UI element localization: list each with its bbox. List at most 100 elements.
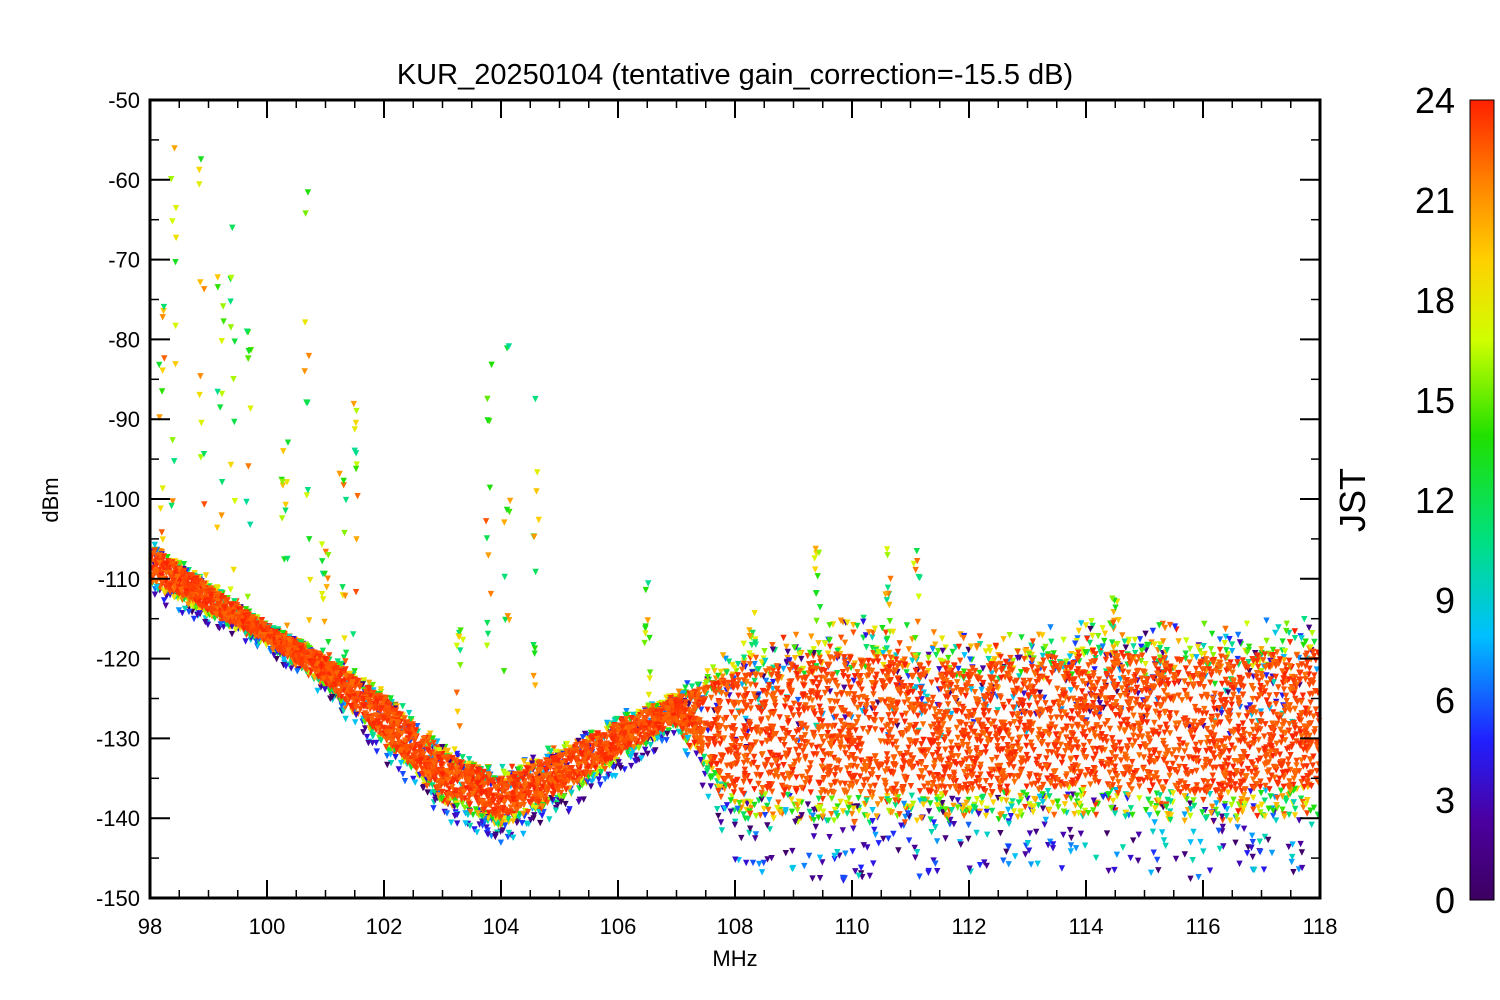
data-point bbox=[365, 739, 372, 747]
data-point bbox=[850, 825, 857, 832]
data-point bbox=[280, 656, 288, 663]
data-point bbox=[466, 756, 473, 763]
data-point bbox=[1157, 641, 1164, 648]
data-point bbox=[1095, 644, 1103, 652]
data-point bbox=[1048, 773, 1056, 780]
data-point bbox=[311, 674, 318, 682]
data-point bbox=[1117, 757, 1125, 764]
data-point bbox=[772, 702, 779, 710]
data-point bbox=[716, 686, 723, 693]
data-point bbox=[834, 647, 841, 655]
data-point bbox=[1082, 622, 1090, 629]
data-point bbox=[721, 776, 729, 784]
data-point bbox=[1302, 638, 1309, 645]
data-point bbox=[1181, 817, 1188, 825]
data-point bbox=[925, 869, 932, 876]
data-point bbox=[911, 844, 918, 852]
data-point bbox=[562, 800, 569, 808]
data-point bbox=[1023, 742, 1030, 750]
data-point bbox=[942, 806, 949, 813]
data-point bbox=[1279, 806, 1286, 813]
data-point bbox=[642, 746, 649, 753]
data-point bbox=[414, 723, 421, 730]
data-point bbox=[686, 742, 693, 750]
data-point bbox=[1258, 801, 1265, 808]
data-point bbox=[852, 868, 859, 875]
data-point bbox=[810, 817, 818, 824]
data-point bbox=[1096, 714, 1103, 721]
data-point bbox=[1156, 654, 1164, 661]
data-point bbox=[1173, 755, 1180, 762]
data-point bbox=[1189, 735, 1196, 742]
data-point bbox=[1213, 800, 1220, 807]
data-point bbox=[384, 761, 391, 769]
data-point bbox=[1141, 698, 1149, 706]
data-point bbox=[851, 699, 858, 707]
data-point bbox=[1257, 848, 1264, 856]
data-point bbox=[750, 753, 758, 761]
data-point bbox=[453, 811, 461, 819]
data-point bbox=[850, 677, 857, 684]
data-point bbox=[1083, 635, 1091, 642]
data-point bbox=[360, 703, 368, 710]
data-point bbox=[1272, 629, 1279, 637]
data-point bbox=[957, 657, 964, 664]
data-point bbox=[1253, 674, 1260, 681]
data-point bbox=[792, 818, 799, 826]
data-point bbox=[451, 746, 458, 753]
data-point bbox=[922, 765, 930, 772]
data-point bbox=[587, 729, 595, 737]
data-point bbox=[913, 817, 921, 824]
data-point bbox=[1119, 632, 1126, 639]
data-point bbox=[424, 789, 431, 796]
data-point bbox=[1183, 637, 1190, 644]
data-point bbox=[1011, 853, 1019, 860]
data-point bbox=[1256, 838, 1263, 845]
data-point bbox=[319, 647, 327, 654]
data-point bbox=[988, 670, 995, 677]
data-point bbox=[1151, 819, 1158, 826]
data-point bbox=[932, 860, 939, 867]
data-point bbox=[792, 738, 800, 745]
data-point bbox=[1028, 664, 1036, 671]
data-point bbox=[772, 757, 779, 764]
data-point bbox=[1282, 798, 1290, 805]
data-point bbox=[1078, 793, 1085, 800]
data-point bbox=[1151, 656, 1158, 663]
data-point bbox=[852, 756, 859, 763]
data-point bbox=[854, 622, 861, 630]
data-point bbox=[994, 794, 1002, 802]
data-point bbox=[1255, 677, 1263, 684]
data-point bbox=[715, 775, 722, 782]
data-point bbox=[1048, 669, 1056, 677]
data-point bbox=[1003, 848, 1010, 855]
data-point bbox=[798, 723, 805, 731]
data-point bbox=[1199, 809, 1206, 816]
data-point bbox=[467, 808, 474, 816]
data-point bbox=[1305, 624, 1313, 631]
data-point bbox=[326, 687, 333, 695]
data-point bbox=[765, 715, 772, 722]
data-point bbox=[362, 725, 369, 732]
data-point bbox=[652, 747, 659, 754]
data-point bbox=[1134, 857, 1142, 864]
data-point bbox=[717, 819, 725, 826]
data-point bbox=[872, 831, 879, 839]
data-point bbox=[1163, 803, 1170, 811]
data-point bbox=[1101, 679, 1108, 686]
data-point bbox=[1282, 662, 1289, 669]
data-point bbox=[864, 813, 871, 820]
data-point bbox=[579, 734, 587, 741]
data-point bbox=[1109, 739, 1117, 746]
data-point bbox=[981, 859, 988, 866]
data-point bbox=[1039, 805, 1047, 812]
data-point bbox=[1114, 652, 1121, 660]
data-point bbox=[1257, 809, 1264, 816]
data-point bbox=[893, 738, 900, 746]
data-point bbox=[969, 786, 976, 793]
data-point bbox=[809, 812, 816, 819]
data-point bbox=[1155, 867, 1162, 874]
data-point bbox=[845, 754, 853, 762]
data-point bbox=[1136, 752, 1143, 759]
data-point bbox=[791, 644, 798, 651]
